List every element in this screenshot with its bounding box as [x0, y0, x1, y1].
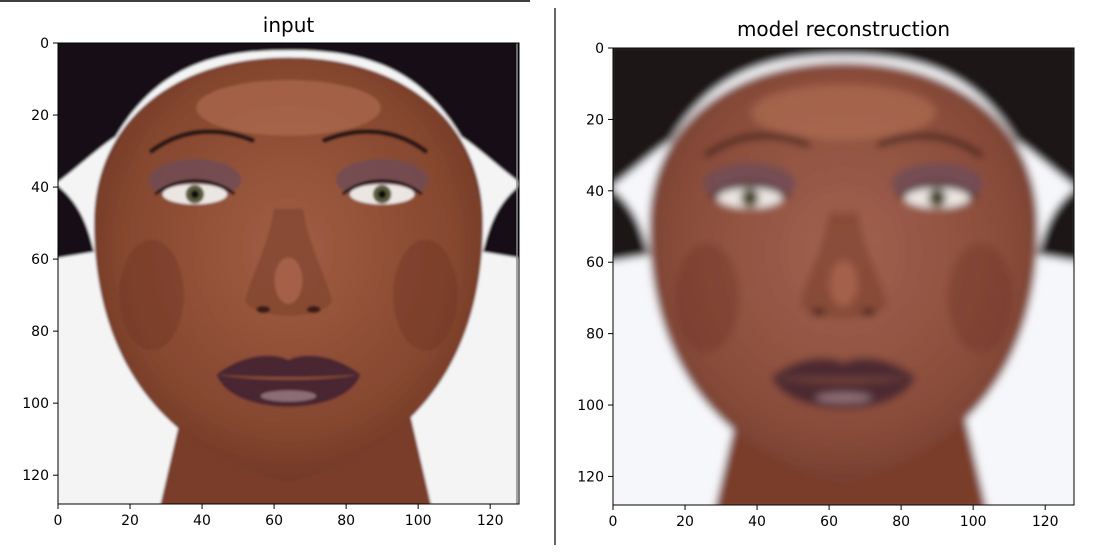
y-tick-label: 100 [22, 396, 49, 412]
forehead-highlight [196, 80, 381, 136]
x-tick-label: 100 [960, 514, 987, 530]
y-tick-label: 0 [40, 36, 49, 52]
left-pupil [745, 193, 755, 203]
right-eyebrow [322, 129, 428, 154]
y-tick-label: 100 [577, 398, 604, 414]
forehead-highlight [751, 84, 936, 140]
left-eyebrow [149, 129, 255, 154]
x-tick-label: 60 [820, 514, 838, 530]
image-content [58, 43, 519, 504]
hair-left [613, 189, 650, 262]
left-eyeliner [154, 179, 236, 196]
y-tick-label: 80 [586, 327, 604, 343]
nose-highlight [274, 257, 303, 304]
panel-input: input 0 20 40 60 80 100 120 0 20 40 60 80 100 120 [22, 13, 520, 529]
right-eyeliner [896, 183, 978, 200]
right-eyeliner [341, 179, 423, 196]
y-tick-label: 80 [31, 324, 49, 340]
left-pupil [190, 190, 200, 199]
x-tick-label: 120 [477, 513, 504, 529]
x-tick-label: 20 [676, 514, 694, 530]
right-eyebrow [877, 133, 983, 158]
upper-lip [216, 355, 361, 378]
lip-highlight [815, 392, 872, 404]
chart-title: model reconstruction [737, 17, 950, 41]
right-cheek-shadow [393, 239, 458, 351]
x-tick-label: 60 [265, 513, 283, 529]
hair-right [1037, 189, 1074, 262]
upper-lip [771, 357, 916, 380]
hair-right [482, 185, 519, 258]
axes-frame [612, 47, 1075, 506]
left-cheek-shadow [119, 239, 184, 351]
chart-title: input [263, 13, 315, 37]
left-cheek-shadow [674, 243, 739, 353]
x-tick-label: 40 [193, 513, 211, 529]
left-nostril [256, 305, 271, 314]
y-tick-label: 20 [31, 108, 49, 124]
left-eyebrow [704, 133, 810, 158]
lip-highlight [260, 390, 317, 402]
panel-model-reconstruction: model reconstruction 0 20 40 60 80 100 120 0 20 40… [577, 17, 1075, 530]
right-nostril [861, 308, 876, 316]
right-pupil [377, 190, 387, 199]
right-cheek-shadow [948, 243, 1013, 353]
y-tick-label: 0 [595, 41, 604, 57]
y-tick-label: 120 [22, 468, 49, 484]
nose-highlight [829, 260, 858, 307]
image-content [613, 48, 1074, 505]
axes-frame [57, 42, 520, 505]
y-tick-label: 20 [586, 112, 604, 128]
hair-shape [58, 43, 519, 182]
x-tick-label: 120 [1032, 514, 1059, 530]
right-pupil [932, 193, 942, 203]
x-tick-label: 100 [405, 513, 432, 529]
y-tick-label: 40 [31, 180, 49, 196]
x-tick-label: 80 [892, 514, 910, 530]
x-tick-label: 0 [54, 513, 63, 529]
x-tick-label: 40 [748, 514, 766, 530]
y-tick-label: 120 [577, 469, 604, 485]
x-tick-label: 20 [121, 513, 139, 529]
x-tick-label: 80 [337, 513, 355, 529]
hair-shape [613, 48, 1074, 186]
y-tick-label: 60 [586, 255, 604, 271]
x-tick-label: 0 [609, 514, 618, 530]
y-tick-label: 60 [31, 252, 49, 268]
right-nostril [306, 305, 321, 314]
hair-left [58, 185, 95, 258]
left-eyeliner [709, 183, 791, 200]
y-tick-label: 40 [586, 184, 604, 200]
left-nostril [811, 308, 826, 316]
